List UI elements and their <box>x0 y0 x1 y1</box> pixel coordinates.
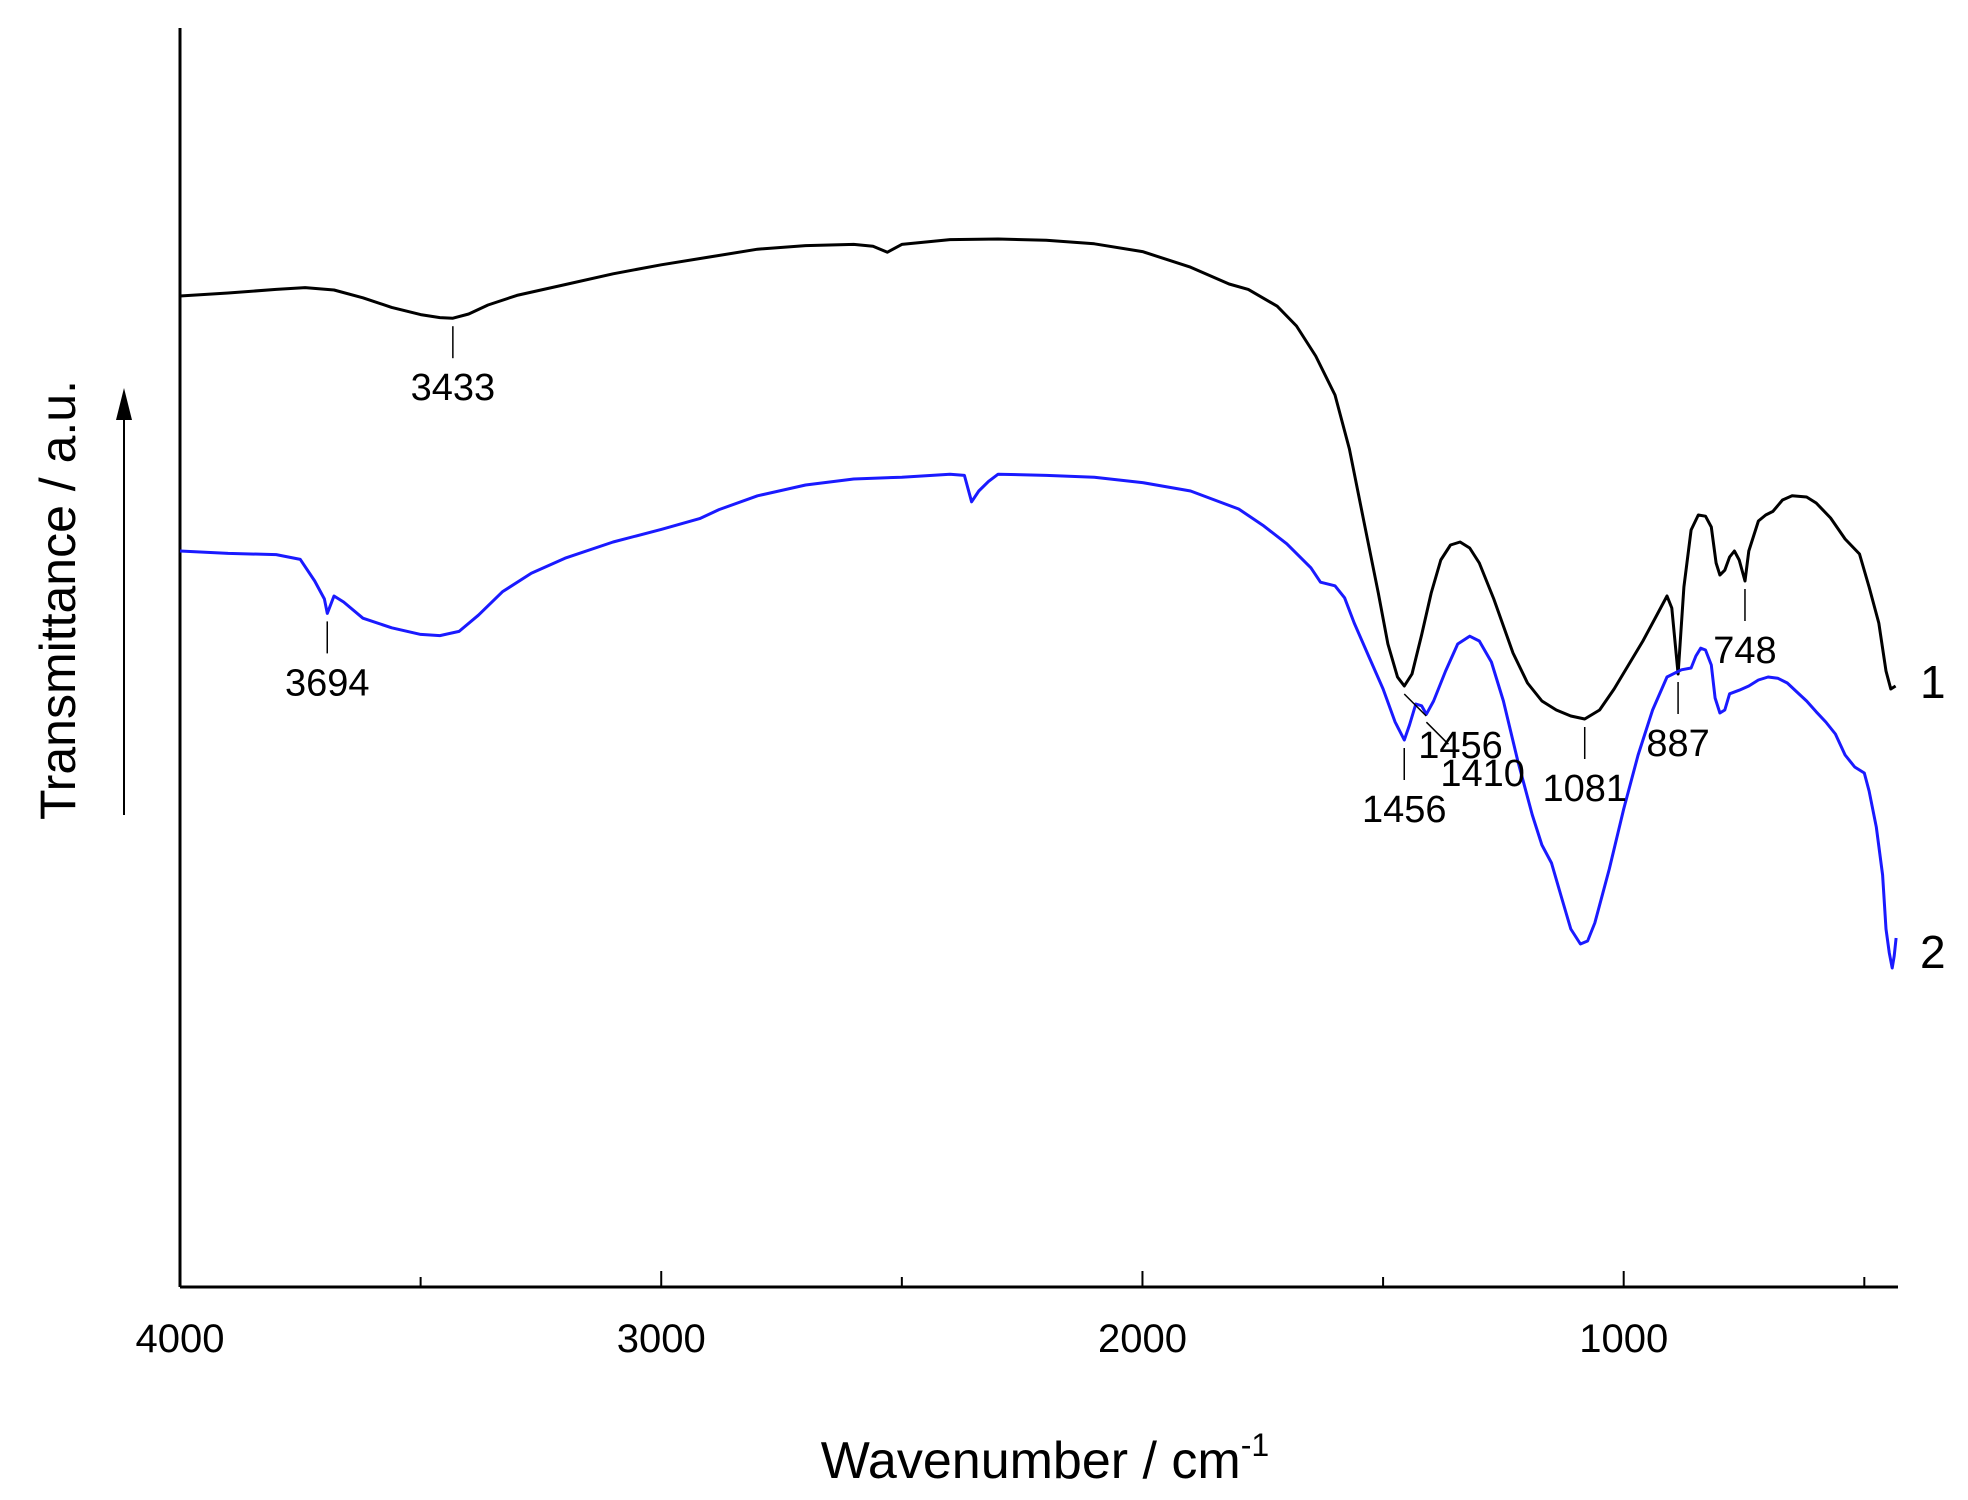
x-axis-label-superscript: -1 <box>1241 1427 1269 1463</box>
x-axis-label-text: Wavenumber / cm <box>821 1432 1241 1490</box>
series-2-label: 2 <box>1920 926 1946 978</box>
peak-annotation: 887 <box>1646 682 1710 765</box>
x-tick-label: 4000 <box>136 1317 225 1361</box>
peak-label: 748 <box>1713 630 1776 672</box>
series-1-label: 1 <box>1920 656 1946 708</box>
x-tick-label: 1000 <box>1579 1317 1668 1361</box>
peak-label: 1081 <box>1542 768 1627 810</box>
peak-label: 3694 <box>285 662 370 704</box>
x-tick-label: 2000 <box>1098 1317 1187 1361</box>
peak-label: 1456 <box>1362 789 1447 831</box>
y-axis-arrow-head <box>116 388 132 420</box>
peak-annotation: 1456 <box>1362 748 1447 831</box>
x-axis-ticks: 4000 3000 2000 1000 <box>136 1271 1866 1361</box>
peak-annotation: 748 <box>1713 589 1777 672</box>
series-1-line <box>179 237 1897 721</box>
peak-annotation: 1410 <box>1425 721 1525 795</box>
y-axis-label: Transmittance / a.u. <box>30 380 86 820</box>
x-tick-label: 3000 <box>617 1317 706 1361</box>
peak-leader-line <box>1403 693 1427 717</box>
series-2-line <box>179 472 1898 970</box>
peak-annotation: 1081 <box>1542 727 1627 810</box>
peak-annotation: 3694 <box>285 621 370 704</box>
peak-label: 887 <box>1646 723 1709 765</box>
peak-label: 1456 <box>1418 725 1503 767</box>
peak-label: 1410 <box>1440 753 1525 795</box>
x-axis: 4000 3000 2000 1000 Wavenumber / cm-1 <box>136 1271 1898 1490</box>
peak-annotation: 3433 <box>411 326 496 409</box>
x-axis-label: Wavenumber / cm-1 <box>821 1427 1269 1490</box>
y-axis: Transmittance / a.u. <box>30 28 182 1287</box>
peak-annotation: 1456 <box>1403 693 1503 767</box>
peak-leader-line <box>1425 721 1449 745</box>
peak-label: 3433 <box>411 367 496 409</box>
